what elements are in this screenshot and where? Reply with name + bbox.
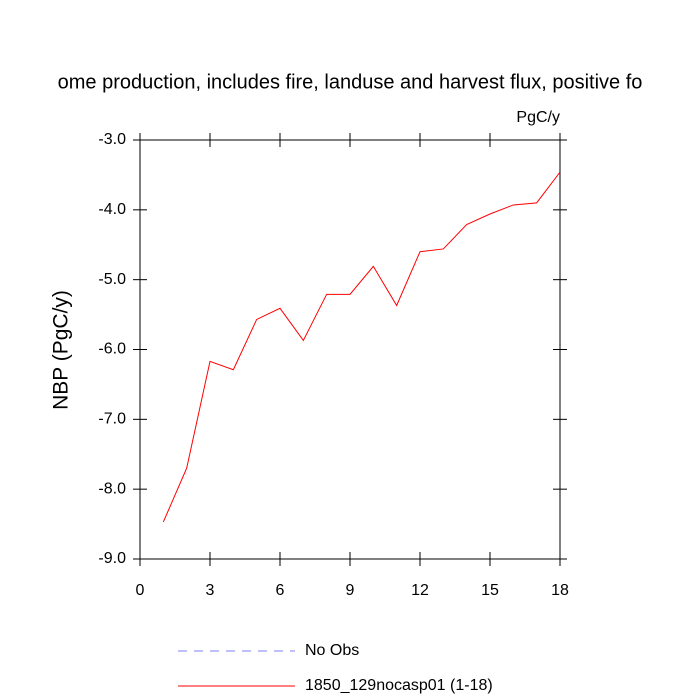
- y-tick-label: -6.0: [98, 341, 126, 358]
- y-axis-label: NBP (PgC/y): [50, 290, 73, 410]
- y-tick-label: -7.0: [98, 411, 126, 428]
- x-tick-label: 0: [136, 582, 145, 599]
- x-tick-label: 12: [411, 582, 429, 599]
- series-line: [162, 171, 561, 523]
- x-tick-label: 18: [551, 582, 569, 599]
- y-tick-label: -4.0: [98, 201, 126, 218]
- plot-frame: [139, 139, 561, 560]
- legend-label: 1850_129nocasp01 (1-18): [305, 677, 493, 694]
- y-tick-label: -3.0: [98, 131, 126, 148]
- legend-label: No Obs: [305, 642, 359, 659]
- y-tick-label: -8.0: [98, 480, 126, 497]
- x-tick-label: 9: [346, 582, 355, 599]
- y-tick-label: -5.0: [98, 271, 126, 288]
- unit-label: PgC/y: [516, 109, 560, 126]
- x-tick-label: 6: [276, 582, 285, 599]
- y-tick-label: -9.0: [98, 550, 126, 567]
- x-tick-label: 15: [481, 582, 499, 599]
- x-tick-label: 3: [206, 582, 215, 599]
- chart-title: ome production, includes fire, landuse a…: [58, 71, 643, 93]
